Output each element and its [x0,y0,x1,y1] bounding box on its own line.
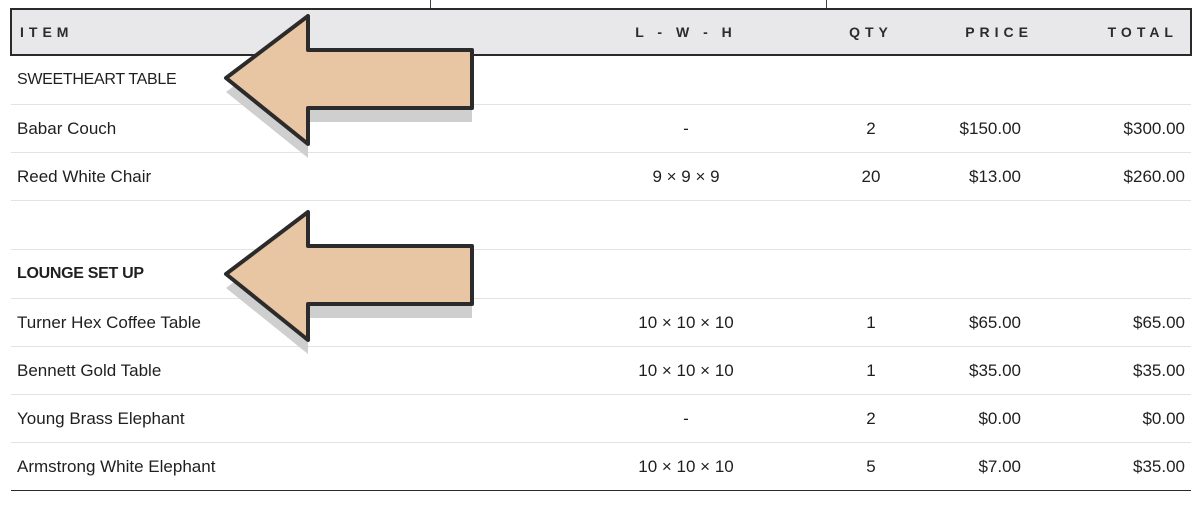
column-tick [826,0,827,8]
table-row: Babar Couch - 2 $150.00 $300.00 [11,104,1191,153]
item-dimensions: - [551,394,821,443]
left-arrow-icon [224,210,474,354]
item-name: Reed White Chair [11,152,551,201]
header-quantity: QTY [821,8,921,56]
item-dimensions: 9 × 9 × 9 [551,152,821,201]
item-total: $260.00 [1051,152,1191,201]
table-row: Reed White Chair 9 × 9 × 9 20 $13.00 $26… [11,152,1191,201]
item-total: $35.00 [1051,346,1191,395]
left-arrow-icon [224,14,474,158]
table-row: Turner Hex Coffee Table 10 × 10 × 10 1 $… [11,298,1191,347]
table-header: ITEM L - W - H QTY PRICE TOTAL [10,8,1192,56]
arrow-shape [224,14,474,146]
item-total: $35.00 [1051,442,1191,491]
item-price: $7.00 [921,442,1051,491]
header-total: TOTAL [1051,8,1192,56]
item-quantity: 1 [821,346,921,395]
item-price: $35.00 [921,346,1051,395]
section-row: SWEETHEART TABLE [11,55,1191,105]
item-dimensions: 10 × 10 × 10 [551,442,821,491]
header-price: PRICE [921,8,1051,56]
item-price: $0.00 [921,394,1051,443]
item-price: $13.00 [921,152,1051,201]
section-row: LOUNGE SET UP [11,249,1191,299]
item-price: $65.00 [921,298,1051,347]
top-ticks [0,0,1200,8]
items-table: ITEM L - W - H QTY PRICE TOTAL SWEETHEAR… [10,8,1192,491]
table-row: Bennett Gold Table 10 × 10 × 10 1 $35.00… [11,346,1191,395]
item-quantity: 2 [821,394,921,443]
header-item: ITEM [10,8,551,56]
item-name: Young Brass Elephant [11,394,551,443]
item-total: $300.00 [1051,104,1191,153]
table-row: Young Brass Elephant - 2 $0.00 $0.00 [11,394,1191,443]
item-quantity: 1 [821,298,921,347]
item-total: $0.00 [1051,394,1191,443]
item-quantity: 2 [821,104,921,153]
item-dimensions: 10 × 10 × 10 [551,346,821,395]
item-quantity: 5 [821,442,921,491]
spacer-row [11,200,1191,250]
item-name: Armstrong White Elephant [11,442,551,491]
table-row: Armstrong White Elephant 10 × 10 × 10 5 … [11,442,1191,491]
arrow-shape [224,210,474,342]
item-dimensions: 10 × 10 × 10 [551,298,821,347]
column-tick [430,0,431,8]
header-dimensions: L - W - H [551,8,821,56]
item-price: $150.00 [921,104,1051,153]
item-quantity: 20 [821,152,921,201]
item-total: $65.00 [1051,298,1191,347]
item-name: Bennett Gold Table [11,346,551,395]
item-dimensions: - [551,104,821,153]
